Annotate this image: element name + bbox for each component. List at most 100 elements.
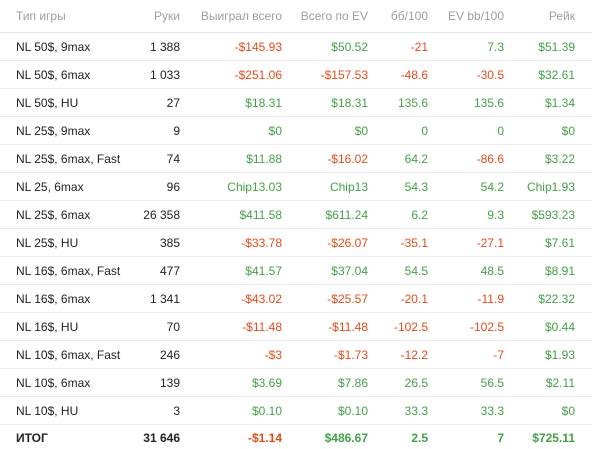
cell-hands: 26 358	[134, 200, 180, 229]
cell-ev: $7.86	[282, 368, 368, 397]
cell-rake: $7.61	[504, 228, 592, 257]
column-header-ev[interactable]: Всего по EV	[282, 0, 368, 33]
cell-game-type: NL 10$, 6max, Fast	[0, 340, 134, 369]
total-label: ИТОГ	[16, 431, 48, 445]
table-row[interactable]: NL 16$, 6max, Fast 477 $41.57 $37.04 54.5 48.…	[0, 256, 592, 285]
cell-won: -$145.93	[180, 32, 282, 61]
cell-ev-bb100: 48.5	[428, 256, 504, 285]
cell-rake: $593.23	[504, 200, 592, 229]
table-row[interactable]: NL 50$, 9max 1 388 -$145.93 $50.52 -21 7.3 $51…	[0, 32, 592, 61]
cell-won: $3.69	[180, 368, 282, 397]
table-row[interactable]: NL 25, 6max 96 Chip13.03 Chip13 54.3 54.2 Chip…	[0, 172, 592, 201]
column-header-rake[interactable]: Рейк	[504, 0, 592, 33]
cell-rake: $3.22	[504, 144, 592, 173]
cell-won: -$33.78	[180, 228, 282, 257]
cell-hands: 96	[134, 172, 180, 201]
table-row[interactable]: NL 16$, 6max 1 341 -$43.02 -$25.57 -20.1 -11.…	[0, 284, 592, 313]
table-row[interactable]: NL 25$, 6max, Fast 74 $11.88 -$16.02 64.2 -86…	[0, 144, 592, 173]
table-row[interactable]: NL 25$, 9max 9 $0 $0 0 0 $0	[0, 116, 592, 145]
cell-bb100: 54.3	[368, 172, 428, 201]
cell-won: -$11.48	[180, 312, 282, 341]
cell-ev-bb100: 135.6	[428, 88, 504, 117]
cell-bb100: 54.5	[368, 256, 428, 285]
column-header-won[interactable]: Выиграл всего	[180, 0, 282, 33]
cell-won: -$3	[180, 340, 282, 369]
table-row[interactable]: NL 10$, 6max 139 $3.69 $7.86 26.5 56.5 $2.11	[0, 368, 592, 397]
cell-hands: 246	[134, 340, 180, 369]
table-row[interactable]: NL 25$, 6max 26 358 $411.58 $611.24 6.2 9.3 $5…	[0, 200, 592, 229]
column-header-bb100[interactable]: бб/100	[368, 0, 428, 33]
cell-won: $0	[180, 116, 282, 145]
cell-ev-bb100: 56.5	[428, 368, 504, 397]
cell-ev: $611.24	[282, 200, 368, 229]
table-footer: ИТОГ 31 646 -$1.14 $486.67 2.5 7 $725.11	[0, 425, 592, 449]
cell-won: $11.88	[180, 144, 282, 173]
cell-hands: 3	[134, 396, 180, 425]
table-row[interactable]: NL 16$, HU 70 -$11.48 -$11.48 -102.5 -102.5 $0…	[0, 312, 592, 341]
cell-bb100: 33.3	[368, 396, 428, 425]
cell-hands: 70	[134, 312, 180, 341]
cell-game-type: NL 25$, 6max	[0, 200, 134, 229]
cell-bb100: 64.2	[368, 144, 428, 173]
cell-hands: 1 341	[134, 284, 180, 313]
cell-won: Chip13.03	[180, 172, 282, 201]
cell-ev-bb100: 0	[428, 116, 504, 145]
total-ev: $486.67	[324, 431, 368, 445]
cell-ev: -$157.53	[282, 60, 368, 89]
cell-ev: -$1.73	[282, 340, 368, 369]
cell-game-type: NL 10$, HU	[0, 396, 134, 425]
cell-game-type: NL 50$, 9max	[0, 32, 134, 61]
table-header: Тип игры Руки Выиграл всего Всего по EV …	[0, 0, 592, 33]
cell-ev-bb100: 7.3	[428, 32, 504, 61]
total-row: ИТОГ 31 646 -$1.14 $486.67 2.5 7 $725.11	[0, 425, 592, 449]
cell-ev-bb100: 33.3	[428, 396, 504, 425]
cell-ev: -$26.07	[282, 228, 368, 257]
cell-game-type: NL 16$, 6max, Fast	[0, 256, 134, 285]
cell-ev: $37.04	[282, 256, 368, 285]
table-row[interactable]: NL 10$, HU 3 $0.10 $0.10 33.3 33.3 $0	[0, 396, 592, 425]
cell-ev-bb100: -102.5	[428, 312, 504, 341]
total-rake: $725.11	[532, 431, 575, 445]
cell-rake: $1.34	[504, 88, 592, 117]
cell-rake: $2.11	[504, 368, 592, 397]
cell-game-type: NL 25$, HU	[0, 228, 134, 257]
table-row[interactable]: NL 50$, 6max 1 033 -$251.06 -$157.53 -48.6 -3…	[0, 60, 592, 89]
cell-game-type: NL 10$, 6max	[0, 368, 134, 397]
cell-rake: $22.32	[504, 284, 592, 313]
cell-bb100: 135.6	[368, 88, 428, 117]
total-won: -$1.14	[247, 431, 282, 445]
cell-hands: 74	[134, 144, 180, 173]
cell-bb100: -102.5	[368, 312, 428, 341]
cell-game-type: NL 50$, 6max	[0, 60, 134, 89]
cell-game-type: NL 25, 6max	[0, 172, 134, 201]
total-hands: 31 646	[143, 431, 180, 445]
cell-ev: $0.10	[282, 396, 368, 425]
cell-bb100: -20.1	[368, 284, 428, 313]
column-header-ev-bb100[interactable]: EV bb/100	[428, 0, 504, 33]
column-header-hands[interactable]: Руки	[134, 0, 180, 33]
cell-hands: 9	[134, 116, 180, 145]
cell-bb100: 26.5	[368, 368, 428, 397]
cell-rake: Chip1.93	[504, 172, 592, 201]
table-row[interactable]: NL 25$, HU 385 -$33.78 -$26.07 -35.1 -27.1 $7.…	[0, 228, 592, 257]
cell-rake: $1.93	[504, 340, 592, 369]
cell-hands: 1 388	[134, 32, 180, 61]
cell-rake: $0.44	[504, 312, 592, 341]
cell-ev-bb100: -11.9	[428, 284, 504, 313]
cell-ev-bb100: -27.1	[428, 228, 504, 257]
table-row[interactable]: NL 50$, HU 27 $18.31 $18.31 135.6 135.6 $1.34	[0, 88, 592, 117]
table-row[interactable]: NL 10$, 6max, Fast 246 -$3 -$1.73 -12.2 -7 $1.…	[0, 340, 592, 369]
column-header-game-type[interactable]: Тип игры	[0, 0, 134, 33]
cell-ev: -$11.48	[282, 312, 368, 341]
cell-ev: -$25.57	[282, 284, 368, 313]
cell-rake: $0	[504, 116, 592, 145]
cell-hands: 477	[134, 256, 180, 285]
cell-ev-bb100: -30.5	[428, 60, 504, 89]
cell-rake: $32.61	[504, 60, 592, 89]
cell-rake: $0	[504, 396, 592, 425]
cell-game-type: NL 25$, 9max	[0, 116, 134, 145]
cell-ev-bb100: 54.2	[428, 172, 504, 201]
cell-bb100: -21	[368, 32, 428, 61]
cell-game-type: NL 16$, 6max	[0, 284, 134, 313]
